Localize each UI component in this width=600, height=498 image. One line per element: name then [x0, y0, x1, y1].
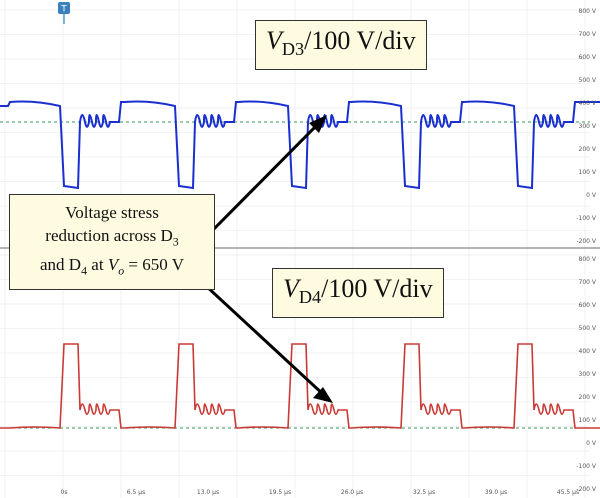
- y-tick-label: -200 V: [576, 486, 596, 493]
- ch2-trace: [0, 343, 600, 429]
- trigger-marker[interactable]: T: [58, 2, 70, 24]
- annotation-note: Voltage stress reduction across D3 and D…: [9, 194, 215, 290]
- x-tick-label: 19.5 µs: [268, 489, 292, 496]
- y-tick-label: 100 V: [578, 417, 596, 424]
- y-tick-label: 500 V: [578, 77, 596, 84]
- y-tick-label: 300 V: [578, 123, 596, 130]
- y-tick-label: 800 V: [578, 8, 596, 15]
- y-tick-label: 200 V: [578, 394, 596, 401]
- y-tick-label: -100 V: [576, 463, 596, 470]
- arrow-head-ch1-icon: [309, 115, 327, 133]
- arrow-to-ch2: [203, 283, 327, 398]
- x-tick-label: 6.5 µs: [126, 489, 146, 496]
- x-tick-label: 45.5 µs: [556, 489, 580, 496]
- ch1-label: VD3/100 V/div: [255, 20, 427, 71]
- note-line-1: Voltage stress: [65, 203, 159, 222]
- x-tick-label: 13.0 µs: [196, 489, 220, 496]
- y-tick-label: 400 V: [578, 348, 596, 355]
- y-tick-label: 700 V: [578, 31, 596, 38]
- arrow-head-ch2-icon: [313, 387, 333, 403]
- y-tick-label: 700 V: [578, 279, 596, 286]
- y-tick-label: -100 V: [576, 215, 596, 222]
- ch2-label: VD4/100 V/div: [272, 268, 444, 319]
- note-line-3: and D4 at Vo = 650 V: [40, 255, 184, 278]
- y-tick-label: 100 V: [578, 169, 596, 176]
- x-tick-label: 32.5 µs: [412, 489, 436, 496]
- y-tick-label: 400 V: [578, 100, 596, 107]
- y-tick-label: -200 V: [576, 238, 596, 245]
- x-tick-label: 26.0 µs: [340, 489, 364, 496]
- x-tick-label: 0s: [60, 489, 68, 496]
- ch1-trace: [0, 100, 600, 190]
- y-tick-label: 0 V: [586, 192, 596, 199]
- y-tick-label: 300 V: [578, 371, 596, 378]
- y-tick-label: 600 V: [578, 54, 596, 61]
- note-line-2: reduction across D3: [45, 226, 179, 249]
- x-tick-label: 39.0 µs: [484, 489, 508, 496]
- y-tick-label: 800 V: [578, 256, 596, 263]
- trigger-marker-label: T: [60, 5, 67, 15]
- y-tick-label: 0 V: [586, 440, 596, 447]
- y-tick-label: 200 V: [578, 146, 596, 153]
- y-tick-label: 500 V: [578, 325, 596, 332]
- arrow-to-ch1: [203, 120, 322, 240]
- y-tick-label: 600 V: [578, 302, 596, 309]
